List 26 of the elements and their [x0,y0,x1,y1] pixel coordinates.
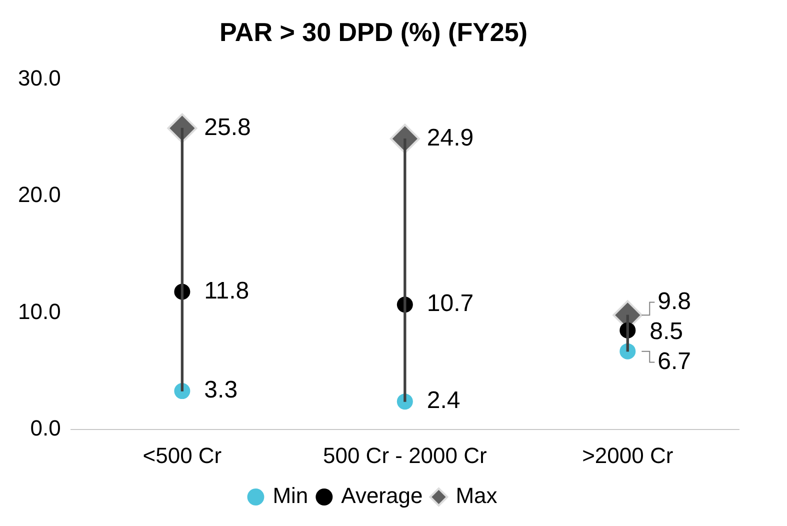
point [390,124,420,154]
bar [180,128,184,392]
x-tick-label: >2000 Cr [582,442,674,468]
y-tick-label: 20.0 [18,182,61,208]
x-tick-label: <500 Cr [142,442,222,468]
bar [626,314,629,352]
y-tick-label: 10.0 [18,298,61,324]
point [620,343,636,360]
data-label: 2.4 [426,387,460,414]
y-tick-label: 30.0 [18,65,61,90]
data-label: 11.8 [204,277,250,304]
legend-label: Min [272,483,308,508]
data-label: 25.8 [204,114,251,141]
legend-label: Max [456,483,498,508]
data-label: 6.7 [658,348,692,375]
y-tick-label: 0.0 [30,416,61,441]
chart-title: PAR > 30 DPD (%) (FY25) [220,16,528,47]
data-label: 9.8 [658,288,692,315]
data-label: 10.7 [426,290,474,318]
data-label: 24.9 [426,124,474,152]
point [167,113,198,144]
legend-label: Average [341,483,423,508]
data-label: 8.5 [650,318,684,345]
bar [404,138,406,402]
data-label: 3.3 [204,376,238,404]
x-tick-label: 500 Cr - 2000 Cr [322,442,487,468]
